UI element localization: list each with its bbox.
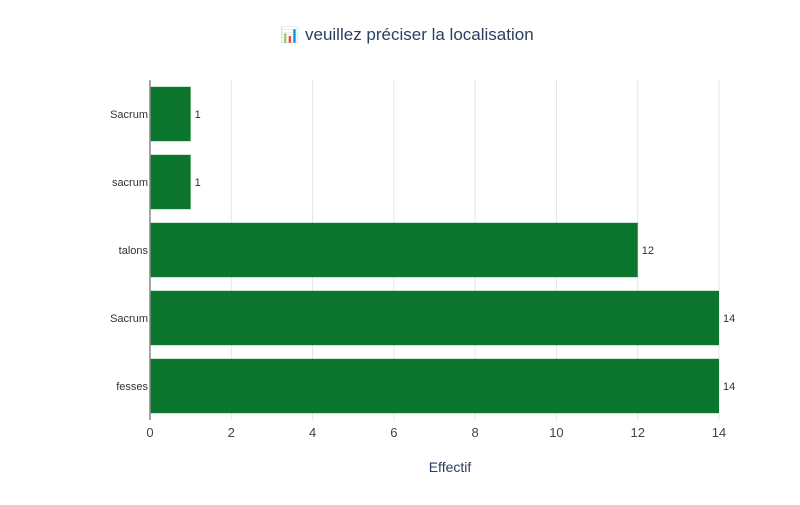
bar: [150, 290, 719, 346]
y-axis-ticks: Sacrum sacrum talons Sacrum fesses: [110, 109, 148, 393]
x-tick-label: 2: [228, 425, 235, 440]
bar: [150, 222, 638, 278]
x-tick-label: 14: [712, 425, 726, 440]
y-tick-label: fesses: [116, 381, 148, 393]
x-tick-label: 6: [390, 425, 397, 440]
data-label: 12: [642, 245, 654, 257]
y-tick-label: sacrum: [112, 177, 148, 189]
bar: [150, 86, 191, 142]
y-tick-label: Sacrum: [110, 109, 148, 121]
bar: [150, 358, 719, 414]
data-label: 14: [723, 381, 735, 393]
data-labels: 1 1 12 14 14: [195, 109, 736, 393]
x-tick-label: 10: [549, 425, 563, 440]
y-tick-label: talons: [119, 245, 149, 257]
chart-title-group: 📊 veuillez préciser la localisation: [281, 25, 534, 44]
data-label: 1: [195, 109, 201, 121]
x-tick-label: 0: [146, 425, 153, 440]
data-label: 1: [195, 177, 201, 189]
x-axis-title: Effectif: [429, 459, 472, 475]
x-tick-label: 12: [630, 425, 644, 440]
x-tick-label: 4: [309, 425, 316, 440]
x-axis-ticks: 0 2 4 6 8 10 12 14: [146, 425, 726, 440]
data-label: 14: [723, 313, 735, 325]
y-tick-label: Sacrum: [110, 313, 148, 325]
x-tick-label: 8: [472, 425, 479, 440]
bars: [150, 86, 719, 414]
chart-title: veuillez préciser la localisation: [305, 25, 534, 44]
bar: [150, 154, 191, 210]
chart-icon: 📊: [281, 26, 300, 44]
